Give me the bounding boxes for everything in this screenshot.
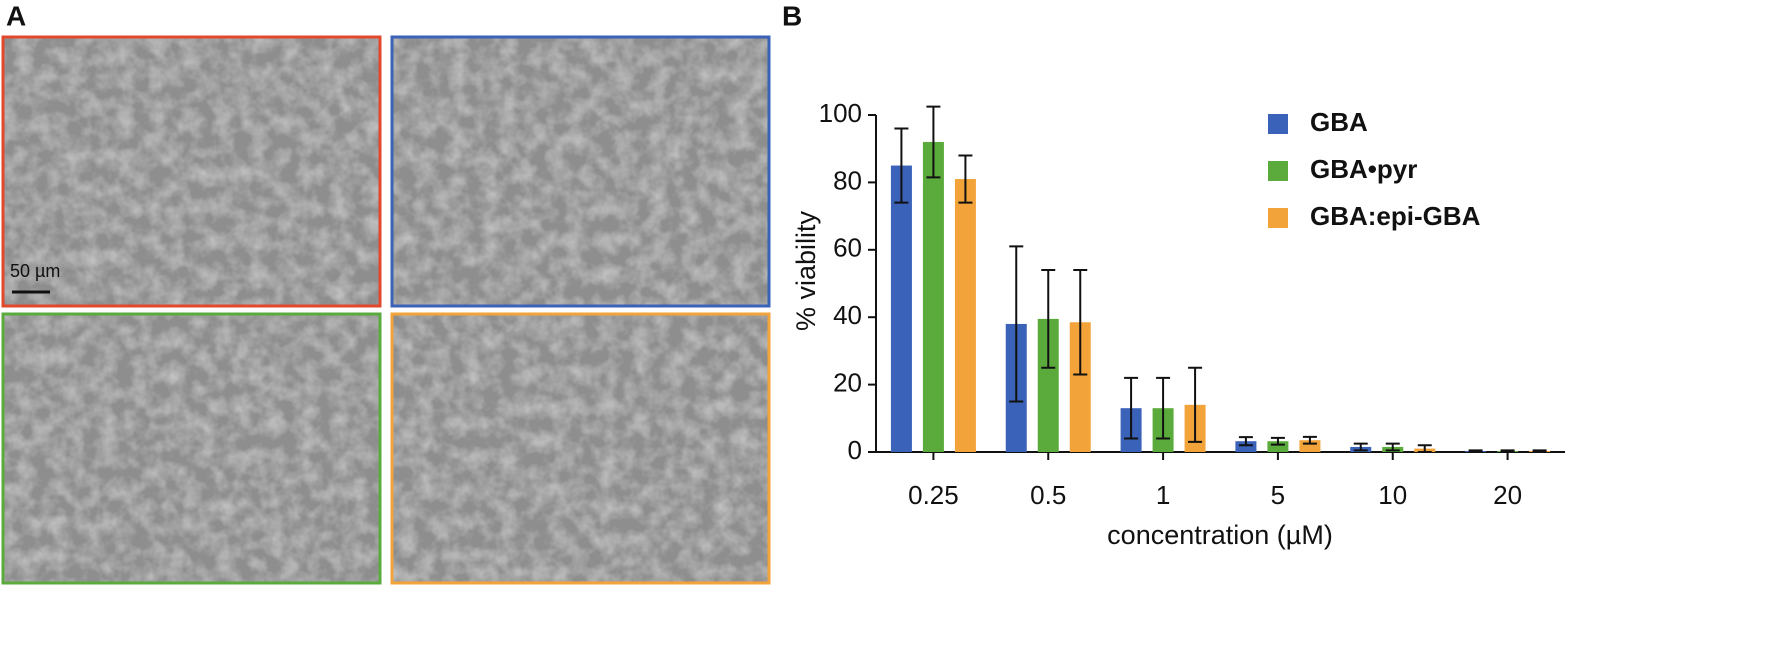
bar: [890, 165, 912, 453]
y-tick-label: 60: [833, 233, 862, 263]
bar: [922, 141, 944, 452]
micrograph: [3, 314, 380, 583]
bar: [1267, 441, 1289, 452]
scale-bar-label: 50 µm: [10, 261, 60, 281]
error-bar: [1385, 442, 1400, 452]
panel-label: A: [6, 0, 26, 31]
micrograph: [392, 37, 769, 306]
y-tick-label: 80: [833, 165, 862, 195]
error-bar: [1532, 449, 1547, 453]
bar: [1235, 441, 1257, 452]
micrograph-frame: [1, 35, 382, 308]
y-axis-label: % viability: [791, 210, 821, 331]
error-bar: [1270, 436, 1285, 446]
x-tick-label: 10: [1378, 480, 1407, 510]
legend-label: GBA: [1310, 107, 1368, 137]
micrograph-frame: [1, 312, 382, 585]
error-bar: [1073, 269, 1088, 376]
y-tick-label: 20: [833, 367, 862, 397]
legend-label: GBA•pyr: [1310, 154, 1417, 184]
x-tick-label: 0.25: [908, 480, 959, 510]
error-bar: [1156, 376, 1171, 440]
y-tick-label: 100: [819, 98, 862, 128]
bar: [1299, 440, 1321, 452]
error-bar: [1041, 269, 1056, 369]
error-bar: [1468, 449, 1483, 453]
bar: [954, 179, 976, 452]
x-tick-label: 20: [1493, 480, 1522, 510]
panel-label: B: [782, 0, 802, 31]
error-bar: [1417, 444, 1432, 453]
bar: [1037, 318, 1059, 452]
y-tick-label: 40: [833, 300, 862, 330]
error-bar: [894, 127, 909, 204]
error-bar: [1238, 436, 1253, 447]
legend-swatch: [1268, 161, 1288, 181]
x-axis-label: concentration (µM): [1107, 520, 1333, 550]
legend-label: GBA:epi-GBA: [1310, 201, 1481, 231]
micrographs: [1, 35, 771, 585]
bar: [1069, 322, 1091, 452]
micrograph: [3, 37, 380, 306]
x-tick-label: 0.5: [1030, 480, 1066, 510]
legend-swatch: [1268, 208, 1288, 228]
y-tick-label: 0: [848, 435, 862, 465]
x-tick-label: 5: [1271, 480, 1285, 510]
error-bar: [1124, 376, 1139, 440]
micrograph-frame: [390, 312, 771, 585]
error-bar: [1188, 366, 1203, 443]
error-bar: [1353, 442, 1368, 452]
error-bar: [926, 105, 941, 179]
error-bar: [1009, 245, 1024, 403]
error-bar: [1302, 435, 1317, 445]
legend-swatch: [1268, 114, 1288, 134]
micrograph-frame: [390, 35, 771, 308]
error-bar: [1500, 449, 1515, 453]
micrograph: [392, 314, 769, 583]
error-bar: [958, 154, 973, 204]
x-tick-label: 1: [1156, 480, 1170, 510]
